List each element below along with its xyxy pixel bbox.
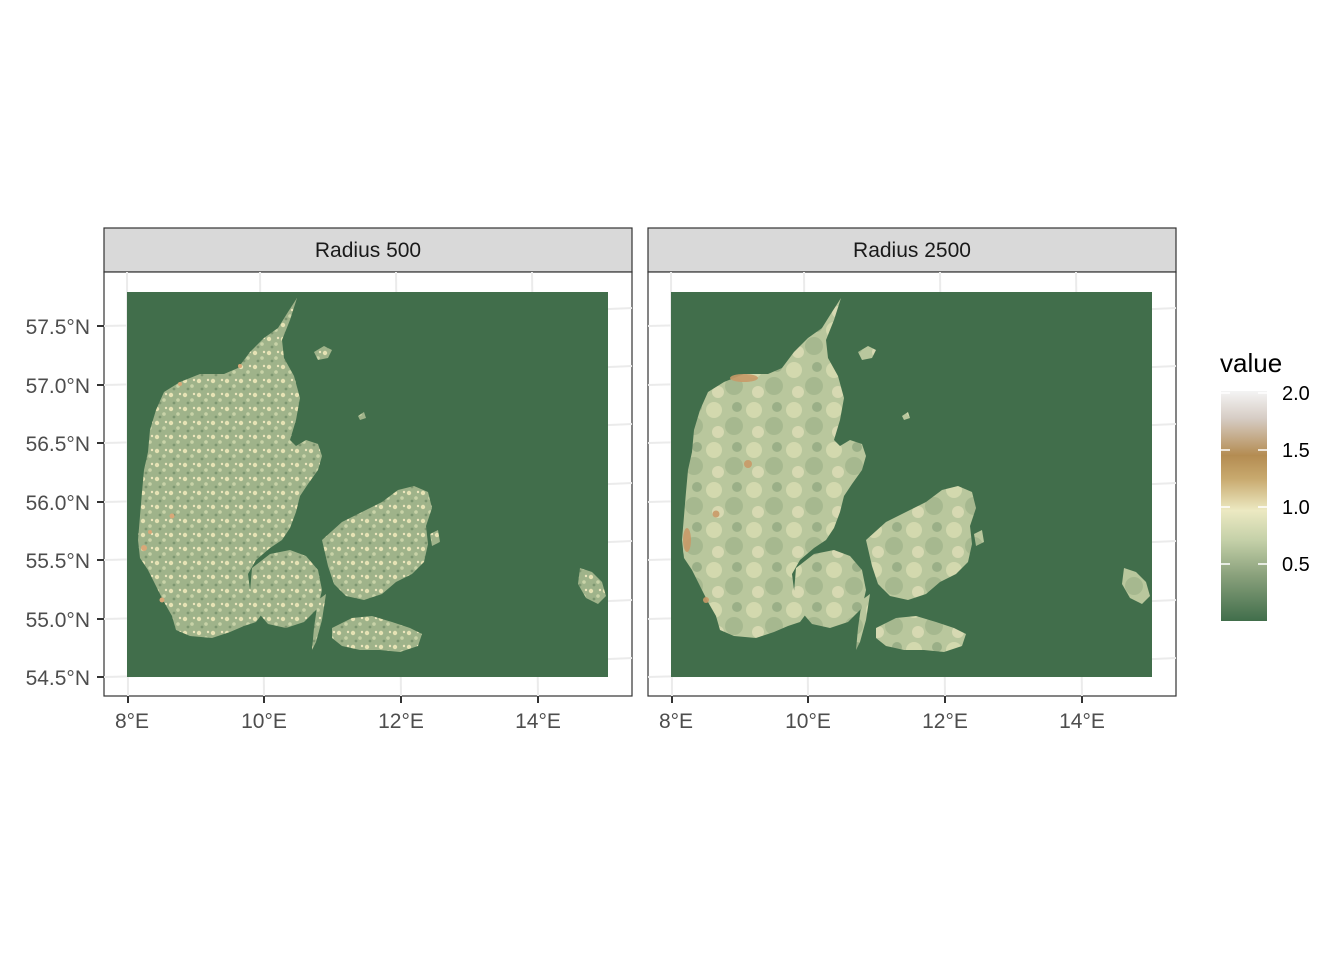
x-tick-label: 8°E xyxy=(115,710,149,733)
facet-panel-radius-2500: Radius 2500 xyxy=(647,227,1177,733)
facet-panel-radius-500: Radius 500 xyxy=(26,227,633,733)
y-tick-label: 57.0°N xyxy=(26,375,90,398)
y-tick-label: 57.5°N xyxy=(26,316,90,339)
legend-colorbar-ticks xyxy=(1221,392,1267,565)
x-tick-label: 12°E xyxy=(922,710,968,733)
y-tick-label: 56.5°N xyxy=(26,433,90,456)
x-tick-label: 14°E xyxy=(515,710,561,733)
legend-tick-label: 0.5 xyxy=(1282,554,1310,576)
legend-tick-label: 2.0 xyxy=(1282,383,1310,405)
facet-strip xyxy=(103,227,633,273)
x-tick-label: 10°E xyxy=(785,710,831,733)
coastal-hotspots xyxy=(141,364,242,603)
y-axis: 57.5°N 57.0°N 56.5°N 56.0°N 55.5°N 55.0°… xyxy=(26,316,104,690)
x-axis: 8°E 10°E 12°E 14°E xyxy=(659,696,1105,733)
legend-tick-label: 1.5 xyxy=(1282,440,1310,462)
y-tick-label: 55.5°N xyxy=(26,550,90,573)
x-axis: 8°E 10°E 12°E 14°E xyxy=(115,696,561,733)
legend-title: value xyxy=(1220,348,1282,378)
y-tick-label: 54.5°N xyxy=(26,667,90,690)
x-tick-label: 12°E xyxy=(378,710,424,733)
x-tick-label: 8°E xyxy=(659,710,693,733)
coastal-hotspots xyxy=(683,374,758,603)
y-tick-label: 55.0°N xyxy=(26,609,90,632)
facet-strip-label: Radius 500 xyxy=(315,239,421,262)
x-tick-label: 10°E xyxy=(241,710,287,733)
facet-strip-label: Radius 2500 xyxy=(853,239,971,262)
legend-colorbar xyxy=(1221,391,1267,621)
legend: value 2.0 1.5 1.0 0.5 xyxy=(1220,348,1310,621)
x-tick-label: 14°E xyxy=(1059,710,1105,733)
y-tick-label: 56.0°N xyxy=(26,492,90,515)
legend-tick-label: 1.0 xyxy=(1282,497,1310,519)
facet-strip xyxy=(647,227,1177,273)
